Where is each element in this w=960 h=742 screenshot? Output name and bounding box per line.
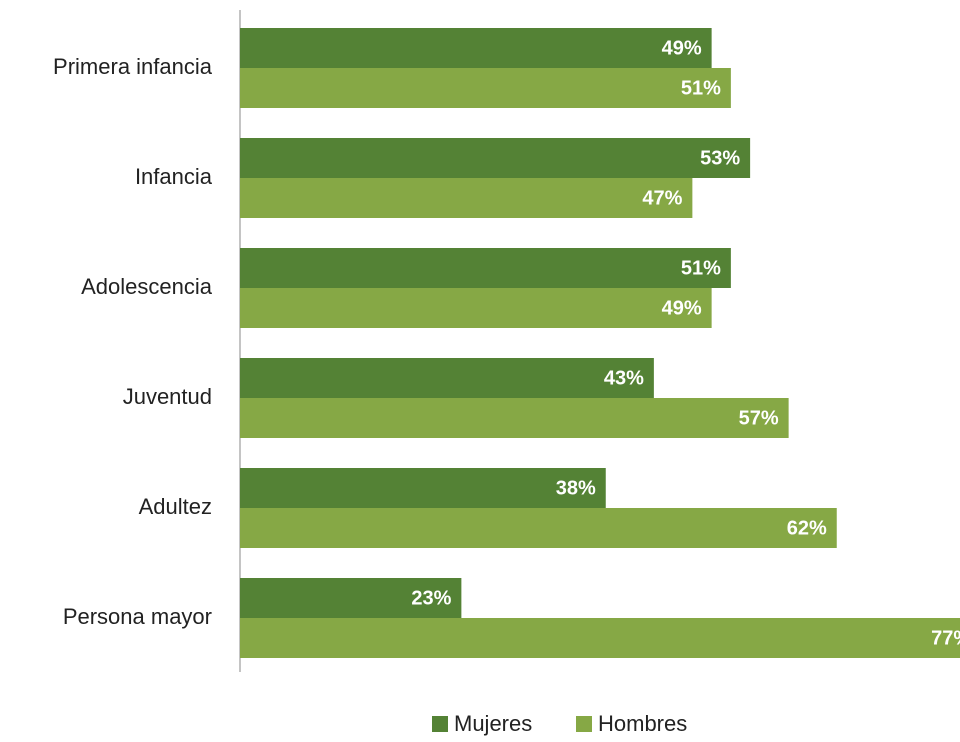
bar	[240, 28, 712, 68]
value-label: 62%	[787, 517, 827, 539]
category-label: Adolescencia	[81, 274, 213, 299]
category-label: Primera infancia	[53, 54, 213, 79]
legend-swatch	[432, 716, 448, 732]
value-label: 47%	[642, 187, 682, 209]
bar	[240, 68, 731, 108]
value-label: 77%	[931, 627, 960, 649]
value-label: 51%	[681, 257, 721, 279]
bar	[240, 248, 731, 288]
legend-label: Hombres	[598, 711, 687, 736]
value-label: 57%	[739, 407, 779, 429]
value-label: 51%	[681, 77, 721, 99]
value-label: 38%	[556, 477, 596, 499]
bar	[240, 618, 960, 658]
bar	[240, 398, 789, 438]
bar	[240, 178, 693, 218]
value-label: 49%	[662, 37, 702, 59]
value-label: 53%	[700, 147, 740, 169]
bar	[240, 358, 654, 398]
legend-label: Mujeres	[454, 711, 532, 736]
bar	[240, 138, 751, 178]
bar	[240, 508, 837, 548]
bar	[240, 468, 606, 508]
value-label: 49%	[662, 297, 702, 319]
bar	[240, 578, 462, 618]
value-label: 23%	[411, 587, 451, 609]
category-label: Juventud	[123, 384, 212, 409]
legend-swatch	[576, 716, 592, 732]
value-label: 43%	[604, 367, 644, 389]
bar	[240, 288, 712, 328]
category-label: Persona mayor	[63, 604, 212, 629]
category-label: Adultez	[139, 494, 212, 519]
category-label: Infancia	[135, 164, 213, 189]
